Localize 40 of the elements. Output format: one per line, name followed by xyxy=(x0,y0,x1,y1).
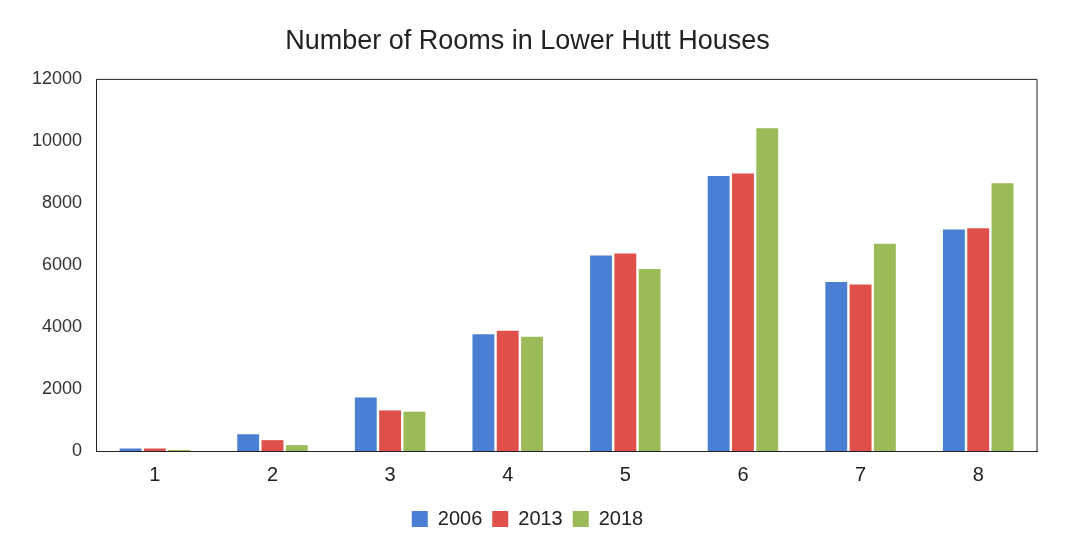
bar xyxy=(873,243,896,451)
bar xyxy=(472,334,495,451)
bar xyxy=(354,397,377,451)
y-tick-label: 6000 xyxy=(42,254,83,275)
y-tick-label: 10000 xyxy=(31,130,83,151)
bar xyxy=(590,255,612,451)
bar xyxy=(237,434,260,451)
bar xyxy=(942,229,965,451)
bar xyxy=(967,228,990,451)
x-tick-label: 4 xyxy=(502,462,514,485)
legend-label: 2006 xyxy=(437,506,483,529)
bar xyxy=(732,173,754,451)
x-tick-label: 1 xyxy=(149,462,161,485)
x-tick-label: 3 xyxy=(384,462,396,485)
bar xyxy=(496,330,519,451)
bar xyxy=(379,410,402,451)
bar xyxy=(991,183,1014,451)
legend-label: 2018 xyxy=(598,506,644,529)
bar xyxy=(521,336,543,451)
bar xyxy=(403,411,426,451)
bar xyxy=(849,284,872,451)
y-tick-label: 12000 xyxy=(31,68,83,89)
bar xyxy=(707,176,730,451)
x-tick-label: 6 xyxy=(737,462,749,485)
y-tick-label: 4000 xyxy=(42,316,83,337)
bar xyxy=(614,253,637,451)
y-tick-label: 0 xyxy=(72,439,83,460)
bar xyxy=(756,128,779,451)
bar xyxy=(285,445,308,451)
bar xyxy=(261,440,284,451)
x-tick-label: 2 xyxy=(266,462,279,485)
y-tick-label: 8000 xyxy=(42,192,83,213)
bar xyxy=(825,281,848,451)
x-tick-label: 5 xyxy=(619,462,631,485)
y-tick-label: 2000 xyxy=(42,378,83,399)
legend-label: 2013 xyxy=(518,506,563,529)
x-tick-label: 7 xyxy=(855,462,867,485)
bar xyxy=(638,268,661,451)
chart-title: Number of Rooms in Lower Hutt Houses xyxy=(285,24,770,55)
x-tick-label: 8 xyxy=(972,462,984,485)
